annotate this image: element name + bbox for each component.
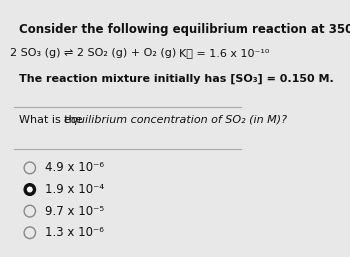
- Text: KⲜ = 1.6 x 10⁻¹⁰: KⲜ = 1.6 x 10⁻¹⁰: [179, 48, 270, 58]
- Text: Consider the following equilibrium reaction at 350 K:: Consider the following equilibrium react…: [19, 23, 350, 36]
- Text: 4.9 x 10⁻⁶: 4.9 x 10⁻⁶: [45, 161, 104, 175]
- Circle shape: [24, 184, 35, 195]
- Text: 1.3 x 10⁻⁶: 1.3 x 10⁻⁶: [45, 226, 104, 239]
- Circle shape: [28, 187, 32, 192]
- Text: The reaction mixture initially has [SO₃] = 0.150 M.: The reaction mixture initially has [SO₃]…: [19, 74, 334, 84]
- Text: What is the: What is the: [19, 115, 86, 125]
- Text: 2 SO₃ (g) ⇌ 2 SO₂ (g) + O₂ (g): 2 SO₃ (g) ⇌ 2 SO₂ (g) + O₂ (g): [10, 48, 176, 58]
- Text: equilibrium concentration of SO₂ (in M)?: equilibrium concentration of SO₂ (in M)?: [64, 115, 287, 125]
- Text: 9.7 x 10⁻⁵: 9.7 x 10⁻⁵: [45, 205, 104, 218]
- Text: 1.9 x 10⁻⁴: 1.9 x 10⁻⁴: [45, 183, 104, 196]
